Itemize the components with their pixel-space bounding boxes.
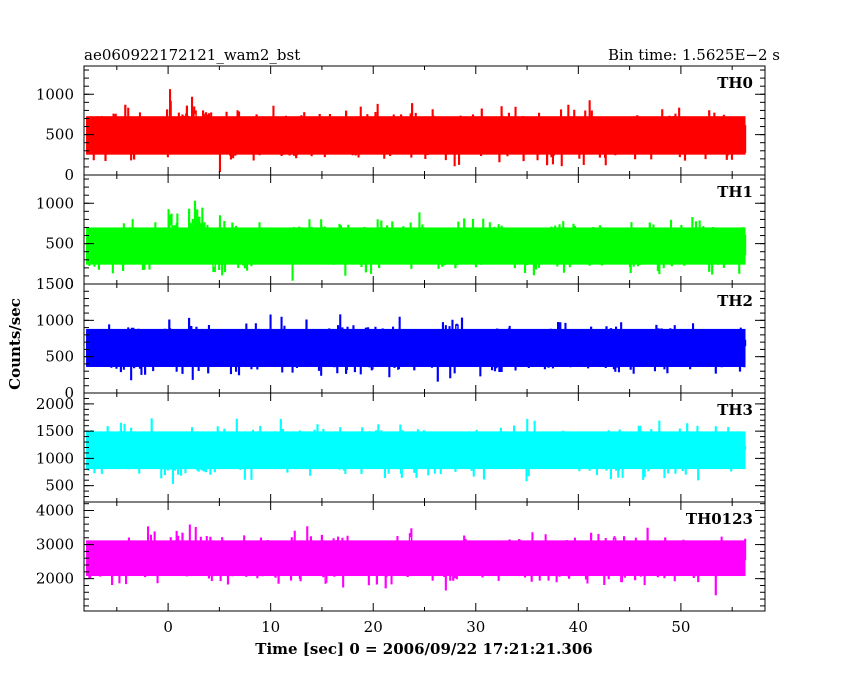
- y-tick-label: 2000: [36, 395, 74, 413]
- panel-label-th0123: TH0123: [686, 510, 753, 528]
- y-tick-label: 1000: [36, 449, 74, 467]
- x-tick-label: 10: [261, 618, 280, 636]
- y-tick-label: 1000: [36, 85, 74, 103]
- y-tick-label: 0: [64, 275, 74, 293]
- panel-th0: 0 500 1000 TH0: [36, 65, 766, 184]
- series-core-th2: [86, 328, 746, 367]
- y-tick-label: 500: [45, 348, 74, 366]
- series-core-th1: [86, 227, 746, 265]
- panel-label-th0: TH0: [717, 74, 753, 92]
- x-tick-label: 0: [163, 618, 173, 636]
- panel-stack: 0 500 1000 TH0 0 500 1000 TH1 0 500 1000 1500 TH2 500…: [36, 65, 766, 612]
- y-tick-label: 500: [45, 126, 74, 144]
- y-tick-label: 500: [45, 477, 74, 495]
- x-axis-title: Time [sec] 0 = 2006/09/22 17:21:21.306: [255, 640, 592, 658]
- y-tick-label: 1000: [36, 311, 74, 329]
- series-core-th0123: [86, 540, 746, 577]
- y-tick-label: 0: [64, 166, 74, 184]
- panel-th1: 0 500 1000 TH1: [36, 174, 766, 293]
- x-tick-label: 40: [569, 618, 588, 636]
- figure-title: ae060922172121_wam2_bst: [84, 46, 300, 64]
- panel-th0123: 2000 3000 4000 TH0123: [36, 501, 766, 612]
- series-core-th3: [86, 431, 746, 470]
- y-tick-label: 500: [45, 235, 74, 253]
- series-core-th0: [86, 116, 746, 155]
- y-axis-title: Counts/sec: [6, 298, 24, 390]
- y-tick-label: 3000: [36, 536, 74, 554]
- bin-time-label: Bin time: 1.5625E−2 s: [608, 46, 780, 64]
- panel-th3: 500 1000 1500 2000 TH3: [36, 392, 766, 503]
- x-tick-label: 30: [466, 618, 485, 636]
- y-tick-label: 1000: [36, 194, 74, 212]
- y-tick-label: 1500: [36, 275, 74, 293]
- x-tick-label: 20: [364, 618, 383, 636]
- y-tick-label: 2000: [36, 570, 74, 588]
- x-tick-label: 50: [671, 618, 690, 636]
- panel-label-th2: TH2: [717, 292, 753, 310]
- panel-th2: 0 500 1000 1500 TH2: [36, 275, 766, 402]
- y-tick-label: 4000: [36, 502, 74, 520]
- panel-label-th1: TH1: [717, 183, 753, 201]
- x-axis: 0 10 20 30 40 50: [163, 618, 690, 636]
- y-tick-label: 1500: [36, 422, 74, 440]
- panel-label-th3: TH3: [717, 401, 753, 419]
- y-tick-label: 0: [64, 384, 74, 402]
